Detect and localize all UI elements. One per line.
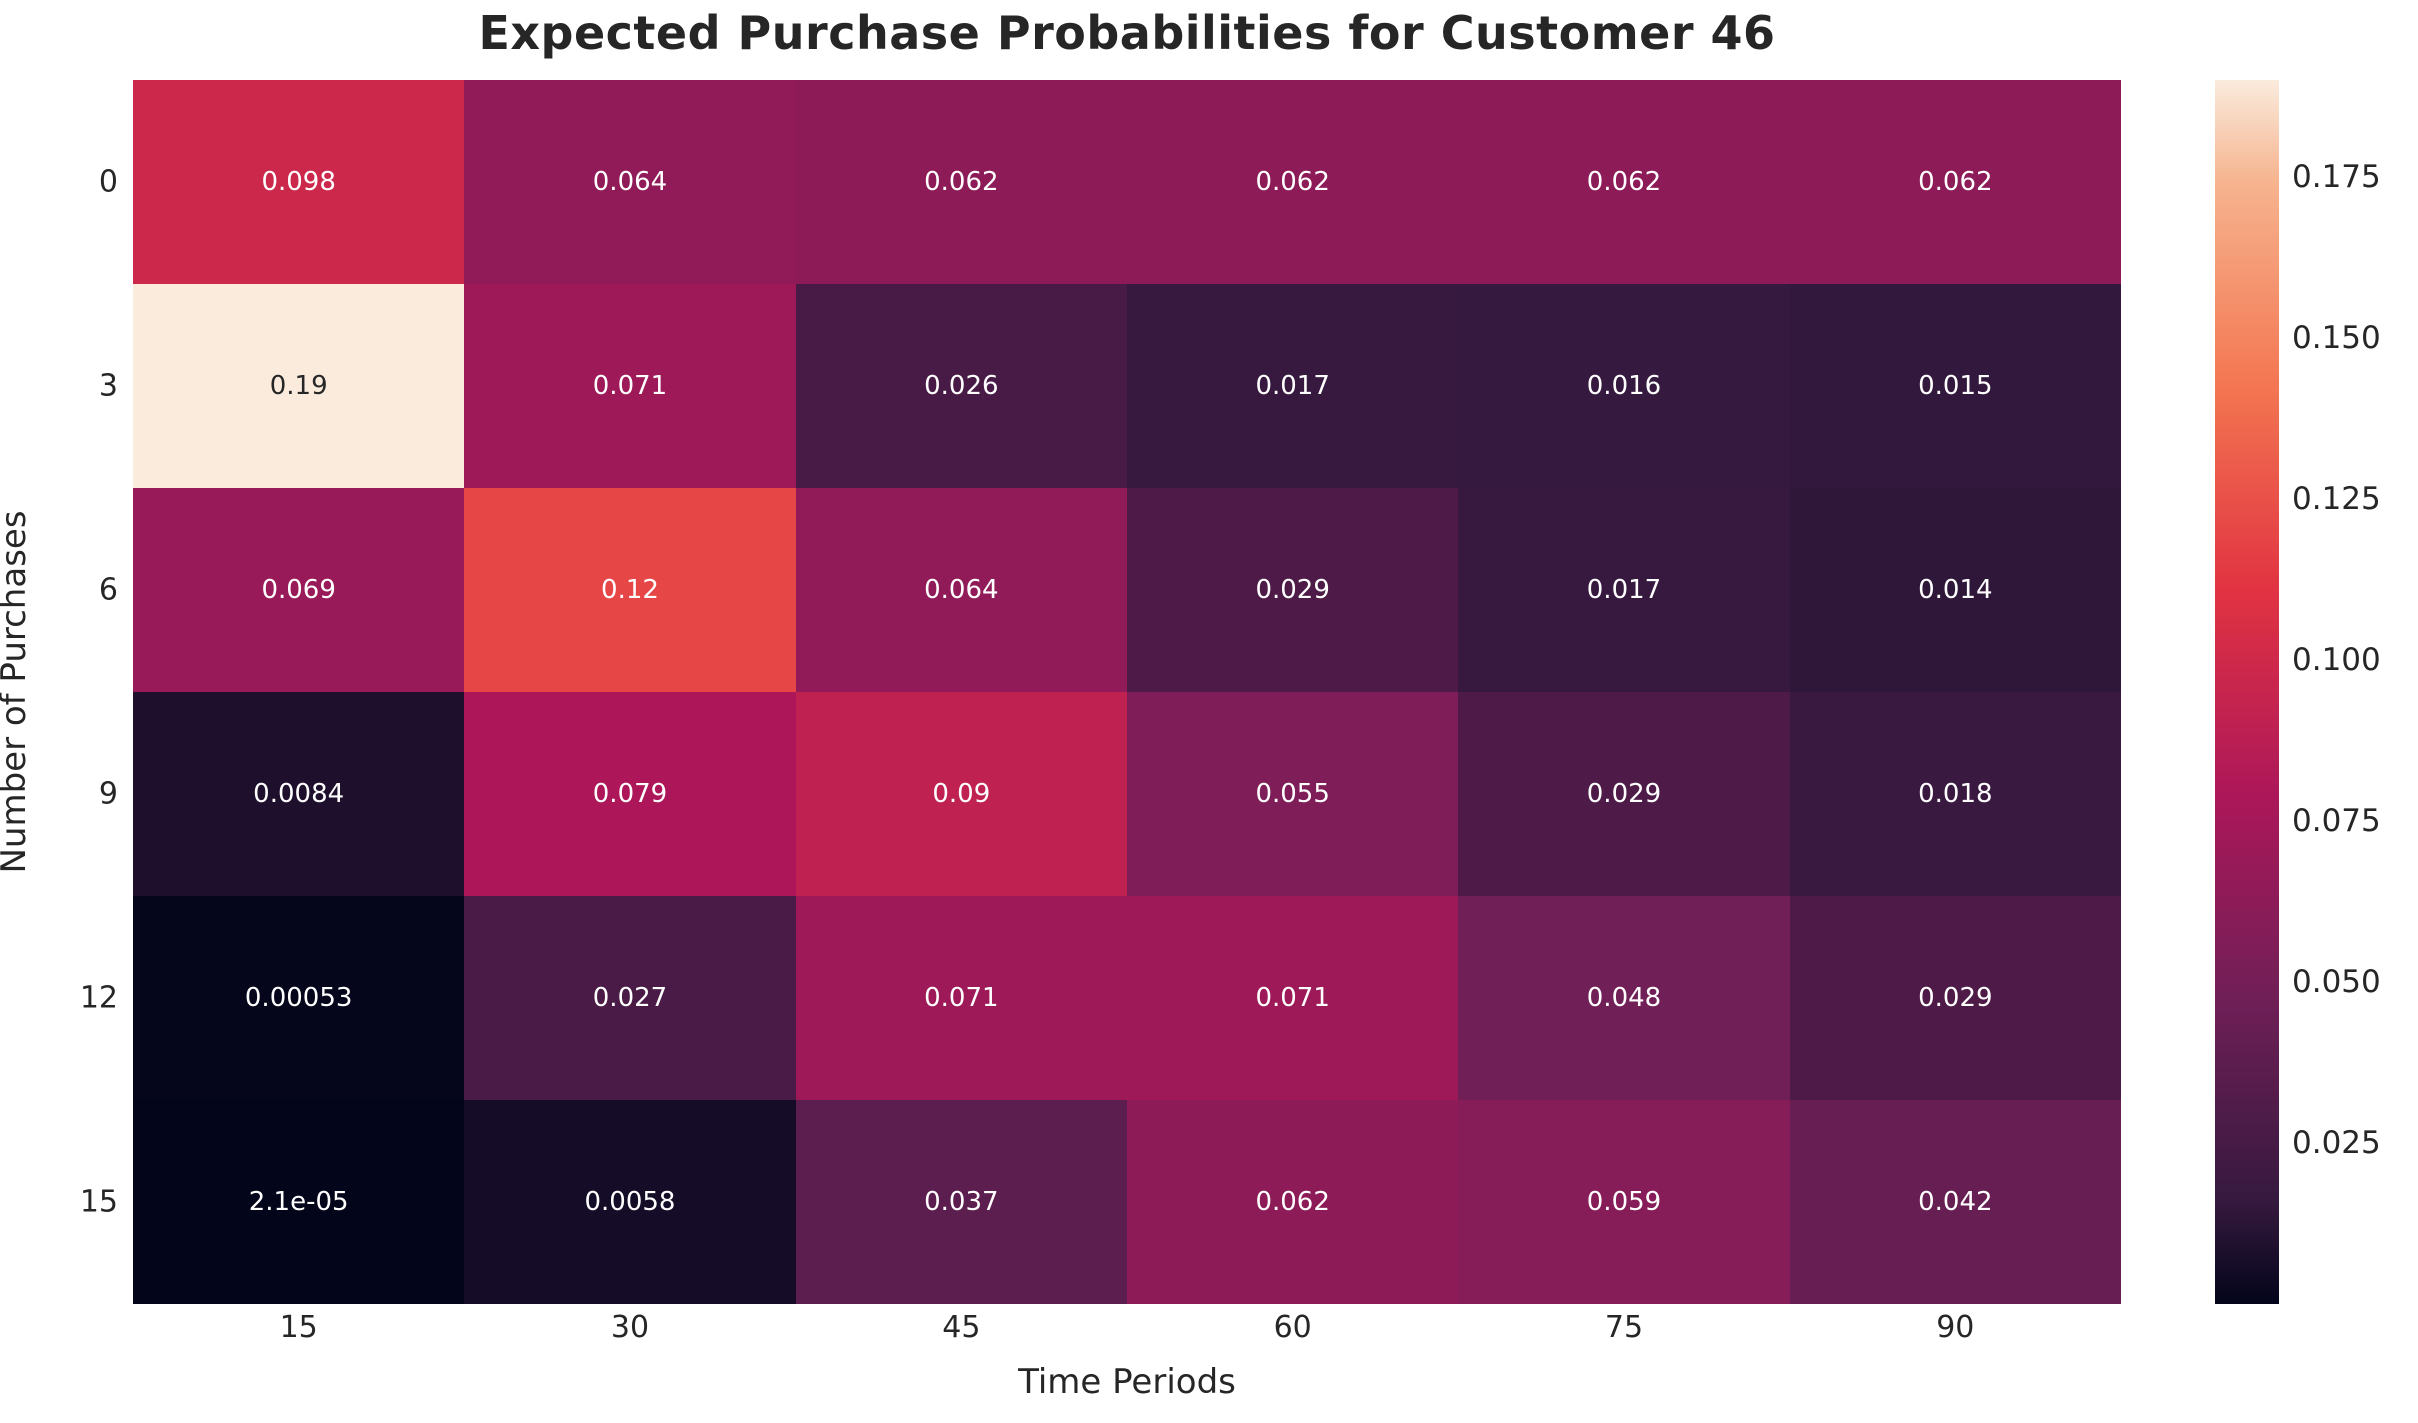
heatmap-cell-value: 0.018 <box>1918 779 1993 809</box>
heatmap-cell-value: 0.042 <box>1918 1187 1993 1217</box>
heatmap-cell-value: 0.079 <box>592 779 668 809</box>
heatmap-cell: 0.027 <box>464 896 796 1100</box>
heatmap-cell-value: 0.014 <box>1918 575 1993 605</box>
heatmap-cell: 0.0084 <box>133 692 465 896</box>
y-tick-label: 15 <box>79 1184 118 1220</box>
heatmap-cell-value: 0.029 <box>1255 575 1330 605</box>
y-tick-label: 0 <box>98 164 118 200</box>
heatmap-cell: 0.12 <box>464 488 796 692</box>
heatmap-cell: 0.026 <box>795 284 1127 488</box>
heatmap-cell-value: 0.029 <box>1586 779 1662 809</box>
heatmap-cell: 0.069 <box>133 488 465 692</box>
x-axis-label: Time Periods <box>1018 1362 1236 1402</box>
colorbar-ticks: 0.175 0.150 0.125 0.100 0.075 0.050 0.025 <box>2292 80 2412 1304</box>
heatmap-cell: 0.018 <box>1789 692 2121 896</box>
heatmap-cell: 0.098 <box>133 80 465 284</box>
heatmap-cell: 0.014 <box>1789 488 2121 692</box>
x-tick-label: 15 <box>279 1310 318 1345</box>
heatmap-cell-value: 0.00053 <box>244 983 353 1013</box>
heatmap-cell: 0.064 <box>464 80 796 284</box>
colorbar-tick-label: 0.100 <box>2292 641 2381 678</box>
y-tick-label: 12 <box>79 980 118 1016</box>
heatmap-cell: 0.062 <box>1127 1100 1459 1304</box>
x-tick-label: 30 <box>610 1310 650 1345</box>
heatmap-cell-value: 0.017 <box>1255 371 1330 401</box>
heatmap-cell: 0.029 <box>1127 488 1459 692</box>
heatmap-cell-value: 0.062 <box>1586 167 1662 197</box>
heatmap-cell-value: 0.017 <box>1586 575 1662 605</box>
heatmap-cell-value: 0.062 <box>1255 1187 1330 1217</box>
heatmap-cell-value: 0.037 <box>924 1187 999 1217</box>
heatmap-cell-value: 0.0084 <box>253 779 345 809</box>
colorbar-tick-label: 0.125 <box>2292 480 2381 517</box>
colorbar-tick-label: 0.175 <box>2292 158 2381 195</box>
heatmap-cell: 0.064 <box>795 488 1127 692</box>
colorbar-tick-label: 0.025 <box>2292 1125 2381 1162</box>
heatmap-cell-value: 0.064 <box>924 575 999 605</box>
heatmap-cell-value: 0.059 <box>1586 1187 1662 1217</box>
heatmap-cell: 0.015 <box>1789 284 2121 488</box>
heatmap-cell: 0.017 <box>1127 284 1459 488</box>
colorbar-tick-label: 0.075 <box>2292 802 2381 839</box>
heatmap-cell-value: 0.055 <box>1255 779 1330 809</box>
heatmap-cell-value: 0.12 <box>601 575 659 605</box>
chart-title: Expected Purchase Probabilities for Cust… <box>478 6 1776 60</box>
heatmap-cell: 0.055 <box>1127 692 1459 896</box>
heatmap-cell-value: 0.0058 <box>584 1187 676 1217</box>
heatmap-cell-value: 0.071 <box>592 371 668 401</box>
heatmap-cell-value: 0.071 <box>1255 983 1330 1013</box>
heatmap-grid: 0.098 0.064 0.062 0.062 0.062 0.062 0.19 0.071 0… <box>133 80 2121 1304</box>
heatmap-cell: 0.079 <box>464 692 796 896</box>
heatmap-cell: 0.017 <box>1458 488 1790 692</box>
colorbar <box>2215 80 2279 1304</box>
heatmap-cell: 0.071 <box>1127 896 1459 1100</box>
heatmap-cell: 0.00053 <box>133 896 465 1100</box>
x-axis-ticks: 15 30 45 60 75 90 <box>133 1310 2121 1354</box>
y-tick-label: 9 <box>98 776 118 812</box>
heatmap-cell: 0.19 <box>133 284 465 488</box>
heatmap-cell: 0.016 <box>1458 284 1790 488</box>
heatmap-cell: 0.029 <box>1789 896 2121 1100</box>
heatmap-cell-value: 0.064 <box>592 167 668 197</box>
heatmap-cell-value: 0.19 <box>269 371 328 401</box>
heatmap-cell: 0.071 <box>464 284 796 488</box>
x-tick-label: 90 <box>1936 1310 1975 1345</box>
heatmap-cell: 0.042 <box>1789 1100 2121 1304</box>
colorbar-tick-label: 0.050 <box>2292 963 2381 1000</box>
colorbar-tick-label: 0.150 <box>2292 319 2381 356</box>
heatmap-cell-value: 0.029 <box>1918 983 1993 1013</box>
heatmap-cell: 0.062 <box>1458 80 1790 284</box>
heatmap-cell-value: 0.069 <box>261 575 336 605</box>
heatmap-cell-value: 0.016 <box>1586 371 1662 401</box>
heatmap-cell: 2.1e-05 <box>133 1100 465 1304</box>
heatmap-cell: 0.029 <box>1458 692 1790 896</box>
y-tick-label: 3 <box>98 368 118 404</box>
heatmap-cell-value: 0.062 <box>1255 167 1330 197</box>
y-tick-label: 6 <box>98 572 118 608</box>
heatmap-cell-value: 0.015 <box>1918 371 1993 401</box>
heatmap-cell: 0.062 <box>1789 80 2121 284</box>
heatmap-cell: 0.0058 <box>464 1100 796 1304</box>
heatmap-cell-value: 0.09 <box>932 779 991 809</box>
x-tick-label: 60 <box>1273 1310 1312 1345</box>
x-tick-label: 75 <box>1604 1310 1644 1345</box>
x-tick-label: 45 <box>942 1310 981 1345</box>
heatmap-cell: 0.071 <box>795 896 1127 1100</box>
heatmap-cell-value: 0.027 <box>592 983 668 1013</box>
heatmap-cell-value: 0.071 <box>924 983 999 1013</box>
heatmap-cell: 0.048 <box>1458 896 1790 1100</box>
heatmap-cell-value: 0.062 <box>924 167 999 197</box>
heatmap-cell-value: 2.1e-05 <box>248 1187 349 1217</box>
heatmap-cell-value: 0.026 <box>924 371 999 401</box>
y-axis-ticks: 0 3 6 9 12 15 <box>0 80 118 1304</box>
heatmap-cell: 0.062 <box>1127 80 1459 284</box>
heatmap-cell: 0.09 <box>795 692 1127 896</box>
heatmap-cell: 0.059 <box>1458 1100 1790 1304</box>
heatmap-cell-value: 0.098 <box>261 167 336 197</box>
heatmap-cell-value: 0.062 <box>1918 167 1993 197</box>
heatmap-cell: 0.037 <box>795 1100 1127 1304</box>
heatmap-cell: 0.062 <box>795 80 1127 284</box>
heatmap-cell-value: 0.048 <box>1586 983 1662 1013</box>
